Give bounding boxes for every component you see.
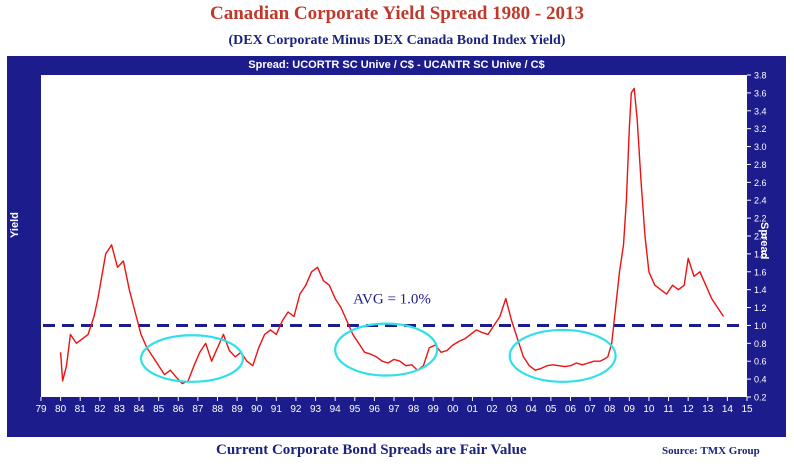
y-tick-label-2.0: 2.0 (754, 232, 767, 242)
y-tick-label-2.6: 2.6 (754, 178, 767, 188)
tick-marks (40, 74, 751, 401)
highlight-ellipse-3 (508, 328, 617, 383)
chart-title: Canadian Corporate Yield Spread 1980 - 2… (209, 3, 585, 24)
y-tick-label-0.8: 0.8 (754, 339, 767, 349)
x-tick-label-13: 13 (702, 404, 714, 415)
x-tick-label-84: 84 (133, 404, 145, 415)
y-tick-label-3.2: 3.2 (754, 124, 767, 134)
y-tick-label-3.4: 3.4 (754, 106, 767, 116)
x-tick-label-88: 88 (212, 404, 224, 415)
x-tick-label-81: 81 (75, 404, 87, 415)
plot-title: Spread: UCORTR SC Unive / C$ - UCANTR SC… (248, 59, 545, 71)
x-tick-label-91: 91 (271, 404, 283, 415)
y-tick-label-0.2: 0.2 (754, 393, 767, 403)
y-tick-label-3.0: 3.0 (754, 142, 767, 152)
y-tick-label-1.2: 1.2 (754, 303, 767, 313)
spread-series-line (59, 87, 725, 385)
x-tick-label-80: 80 (55, 404, 67, 415)
y-tick-label-1.0: 1.0 (754, 321, 767, 331)
x-tick-label-05: 05 (545, 404, 557, 415)
x-tick-label-02: 02 (486, 404, 498, 415)
x-tick-label-12: 12 (683, 404, 695, 415)
x-tick-label-82: 82 (94, 404, 106, 415)
highlight-ellipse-2 (334, 322, 439, 377)
y-tick-label-1.8: 1.8 (754, 249, 767, 259)
x-tick-label-79: 79 (35, 404, 47, 415)
x-tick-labels: 79 80 81 82 83 84 85 86 87 88 89 90 91 92 93 94 95 96 97 98… (35, 404, 753, 415)
y-tick-label-1.6: 1.6 (754, 267, 767, 277)
x-tick-label-96: 96 (369, 404, 381, 415)
x-tick-label-86: 86 (173, 404, 185, 415)
x-tick-label-93: 93 (310, 404, 322, 415)
x-tick-label-11: 11 (663, 404, 674, 415)
y-tick-label-3.6: 3.6 (754, 88, 767, 98)
x-tick-label-99: 99 (428, 404, 440, 415)
y-tick-label-2.2: 2.2 (754, 214, 767, 224)
x-tick-label-01: 01 (467, 404, 479, 415)
y-tick-labels: 0.2 0.4 0.6 0.8 1.0 1.2 1.4 1.6 1.8 2.0 2.2 2.4 2.6 2… (754, 71, 767, 403)
average-label: AVG = 1.0% (353, 291, 431, 307)
source-note: Source: TMX Group (662, 445, 760, 457)
x-tick-label-00: 00 (447, 404, 459, 415)
x-tick-label-85: 85 (153, 404, 165, 415)
highlight-ellipse-1 (139, 334, 245, 383)
chart-panel: Spread: UCORTR SC Unive / C$ - UCANTR SC… (7, 56, 786, 437)
x-tick-label-83: 83 (114, 404, 126, 415)
x-tick-label-89: 89 (232, 404, 244, 415)
highlight-ellipses (139, 322, 617, 383)
x-tick-label-08: 08 (604, 404, 616, 415)
x-tick-label-06: 06 (565, 404, 577, 415)
footer-caption: Current Corporate Bond Spreads are Fair … (216, 442, 527, 458)
x-tick-label-03: 03 (506, 404, 518, 415)
x-tick-label-92: 92 (290, 404, 302, 415)
y-tick-label-2.8: 2.8 (754, 160, 767, 170)
x-tick-label-95: 95 (349, 404, 361, 415)
x-tick-label-97: 97 (388, 404, 400, 415)
y-tick-label-0.4: 0.4 (754, 375, 767, 385)
x-tick-label-94: 94 (330, 404, 342, 415)
x-tick-label-14: 14 (722, 404, 734, 415)
y-tick-label-0.6: 0.6 (754, 357, 767, 367)
chart-subtitle: (DEX Corporate Minus DEX Canada Bond Ind… (228, 33, 566, 48)
x-tick-label-07: 07 (585, 404, 597, 415)
x-tick-label-10: 10 (643, 404, 655, 415)
x-tick-label-90: 90 (251, 404, 263, 415)
x-tick-label-04: 04 (526, 404, 538, 415)
x-tick-label-15: 15 (741, 404, 753, 415)
x-tick-label-98: 98 (408, 404, 420, 415)
y-tick-label-1.4: 1.4 (754, 285, 767, 295)
chart-svg: 79 80 81 82 83 84 85 86 87 88 89 90 91 92 93 94 95 96 97 98… (35, 71, 767, 416)
x-tick-label-87: 87 (192, 404, 204, 415)
y-tick-label-2.4: 2.4 (754, 196, 767, 206)
y-tick-label-3.8: 3.8 (754, 71, 767, 81)
x-tick-label-09: 09 (624, 404, 636, 415)
